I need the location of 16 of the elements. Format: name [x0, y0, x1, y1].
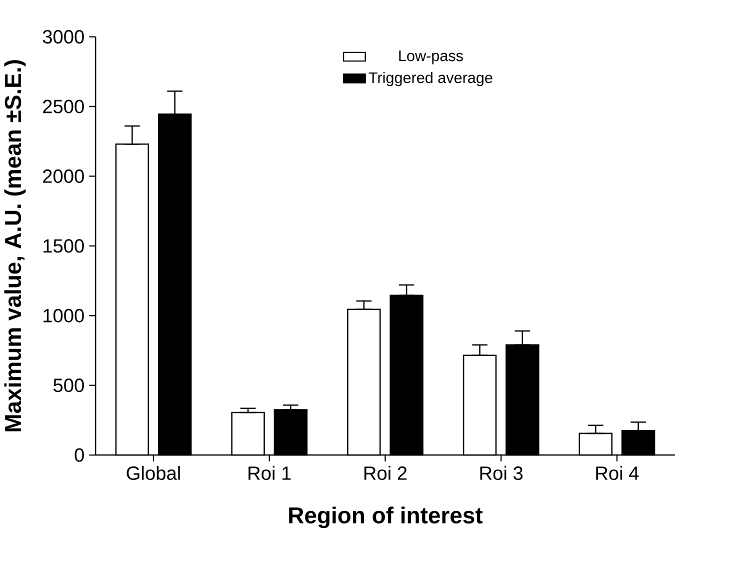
y-tick-label: 500 — [53, 378, 84, 392]
x-tick-label: Roi 1 — [248, 466, 291, 480]
y-tick-label: 1000 — [44, 308, 84, 322]
x-tick-label: Roi 4 — [596, 466, 639, 480]
y-axis-title: Maximum value, A.U. (mean ±S.E.) — [4, 60, 26, 432]
x-axis-title: Region of interest — [289, 506, 483, 528]
legend-label: Low-pass — [399, 50, 463, 64]
y-tick-label: 2500 — [43, 100, 84, 114]
x-tick-label: Global — [126, 466, 180, 480]
x-tick-label: Roi 2 — [364, 466, 407, 480]
legend-label: Triggered average — [368, 72, 492, 86]
y-tick-label: 0 — [74, 448, 84, 462]
y-tick-label: 1500 — [44, 239, 84, 253]
y-tick-label: 3000 — [42, 30, 84, 44]
x-tick-label: Roi 3 — [480, 466, 523, 480]
y-tick-label: 2000 — [43, 169, 84, 183]
